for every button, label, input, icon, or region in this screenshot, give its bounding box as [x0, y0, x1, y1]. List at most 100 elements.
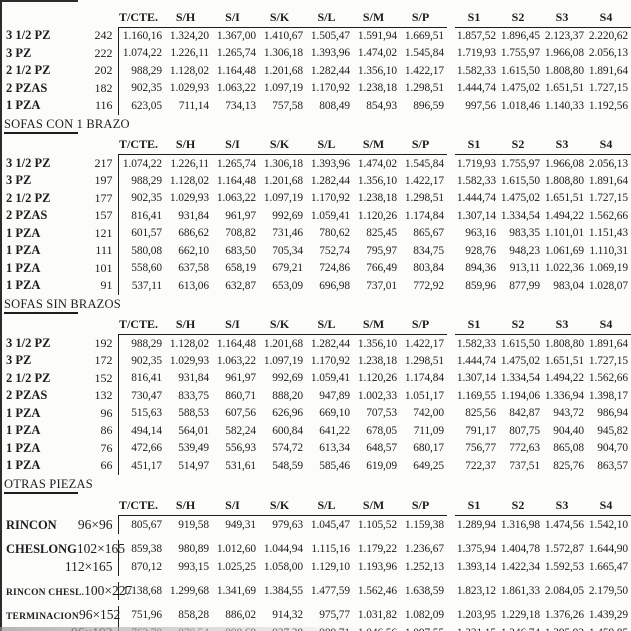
price-cell: 1.059,41: [310, 209, 350, 222]
price-cell: 626,96: [272, 407, 303, 420]
row-label: 1 PZA: [6, 98, 41, 113]
row-code: 242: [94, 28, 113, 43]
price-cell: 772,92: [413, 279, 444, 292]
table-row: 3 PZ 172 902,35 1.029,93 1.063,22 1.097,19 1.1…: [2, 352, 631, 370]
price-cell: 1.097,19: [263, 82, 303, 95]
row-label: 2 PZAS: [6, 388, 48, 403]
column-header: S1: [455, 493, 499, 516]
row-label-layout: 3 1/2 PZ 217: [6, 156, 117, 171]
price-cell: 993,15: [178, 560, 209, 573]
row-label-layout: RINCON CHESL. 100×227: [6, 583, 132, 599]
price-cell: 1.474,56: [544, 518, 584, 531]
price-cell: 649,25: [413, 459, 444, 472]
price-cell: 888,20: [272, 389, 303, 402]
row-label: 1 PZA: [6, 243, 41, 258]
price-table: T/CTE. S/H S/I S/K S/L S/M S/P S1 S2 S3 S4 3 1/2 PZ…: [2, 313, 631, 475]
row-label-cell: CHESLONG 102×165: [2, 539, 125, 558]
row-label-cell: 2 1/2 PZ 152: [2, 369, 119, 387]
price-cell: 1.891,64: [588, 64, 628, 77]
price-cell: 772,63: [509, 442, 540, 455]
row-label-cell: 1 PZA 91: [2, 277, 119, 295]
price-cell: 833,75: [178, 389, 209, 402]
price-cell: 1.164,48: [216, 174, 256, 187]
row-label-header: [2, 314, 118, 335]
column-header: S2: [499, 0, 543, 28]
column-header: S2: [499, 493, 543, 516]
column-header: S/L: [306, 133, 353, 155]
price-cell: 877,99: [509, 279, 540, 292]
price-cell: 683,50: [225, 244, 256, 257]
column-header: S/K: [259, 493, 306, 516]
price-cell: 711,14: [178, 99, 209, 112]
price-cell: 860,71: [225, 389, 256, 402]
price-cell: 1.246,74: [499, 624, 543, 631]
price-cell: 1.051,17: [404, 389, 444, 402]
column-gap-cell: [447, 606, 455, 624]
row-label: 2 1/2 PZ: [6, 190, 51, 205]
row-label-layout: 2 PZAS 182: [6, 81, 117, 96]
row-label-layout: RINCON 96×96: [6, 517, 117, 533]
price-cell: 1.238,18: [357, 192, 397, 205]
price-cell: 2.056,13: [588, 157, 628, 170]
column-gap-cell: [447, 260, 455, 278]
price-cell: 1.572,87: [544, 542, 584, 555]
price-cell: 1.229,18: [500, 608, 540, 621]
row-label-layout: 2 PZAS 157: [6, 208, 117, 223]
price-cell: 2.123,37: [544, 30, 584, 42]
price-cell: 613,34: [319, 442, 350, 455]
column-header: S2: [499, 133, 543, 155]
price-cell: 1.074,22: [122, 47, 162, 60]
row-code: 172: [94, 353, 113, 368]
row-label-layout: 1 PZA 76: [6, 441, 117, 456]
price-cell: 1.891,64: [588, 174, 628, 187]
price-cell: 1.115,16: [311, 542, 350, 555]
price-cell: 679,21: [272, 262, 303, 275]
row-label-cell: 1 PZA 66: [2, 457, 119, 475]
price-cell: 1.201,68: [263, 64, 303, 77]
price-cell: 2.220,62: [588, 30, 628, 42]
column-gap-cell: [447, 558, 455, 576]
column-gap-cell: [447, 422, 455, 440]
price-cell: 865,08: [553, 442, 584, 455]
row-code: 96×96: [77, 516, 113, 532]
price-cell: 548,59: [272, 459, 303, 472]
table-row: 1 PZA 116 623,05 711,14 734,13 757,58 808,49 85…: [2, 97, 631, 115]
row-label: 1 PZA: [6, 225, 41, 240]
column-header: S2: [499, 313, 543, 335]
price-table-head: T/CTE. S/H S/I S/K S/L S/M S/P S1 S2 S3 S4: [2, 0, 631, 28]
price-cell: 988,29: [131, 174, 162, 187]
price-table-head: T/CTE. S/H S/I S/K S/L S/M S/P S1 S2 S3 S4: [2, 133, 631, 155]
price-cell: 1.282,44: [310, 64, 350, 77]
header-spacer: [447, 134, 455, 155]
column-header: S4: [587, 493, 631, 516]
price-cell: 1.404,78: [500, 542, 540, 555]
price-cell: 1.562,66: [588, 209, 628, 222]
price-cell: 1.356,10: [357, 337, 397, 350]
row-code: 116: [94, 98, 113, 113]
price-cell: 1.477,59: [310, 584, 350, 597]
row-label: 3 PZ: [6, 45, 32, 60]
table-row: 2 PZAS 132 730,47 833,75 860,71 888,20 947,89 1…: [2, 387, 631, 405]
price-cell: 1.128,02: [169, 64, 209, 77]
price-cell: 680,17: [413, 442, 444, 455]
column-gap-cell: [447, 207, 455, 225]
price-cell: 2.056,13: [588, 47, 628, 60]
row-label: 1 PZA: [6, 278, 41, 293]
price-cell: 1.169,55: [456, 389, 496, 402]
price-cell: 945,82: [597, 424, 628, 437]
column-header: S4: [587, 0, 631, 28]
table-row: 1 PZA 86 494,14 564,01 582,24 600,84 641,22 678…: [2, 422, 631, 440]
price-cell: 919,58: [178, 518, 209, 531]
price-cell: 734,13: [225, 99, 256, 112]
price-cell: 983,04: [553, 279, 584, 292]
price-cell: 588,53: [178, 407, 209, 420]
price-cell: 1.422,17: [404, 64, 444, 77]
header-row: T/CTE. S/H S/I S/K S/L S/M S/P S1 S2 S3 S4: [2, 0, 631, 28]
row-label-cell: 3 1/2 PZ 192: [2, 334, 119, 352]
section-title: OTRAS PIEZAS: [4, 476, 93, 491]
row-label-layout: 1 PZA 86: [6, 423, 117, 438]
table-row: 1 PZA 101 558,60 637,58 658,19 679,21 724,86 76…: [2, 259, 631, 278]
column-header: S/I: [212, 493, 259, 516]
price-cell: 1.097,55: [400, 624, 447, 631]
price-cell: 1.615,50: [500, 174, 540, 187]
